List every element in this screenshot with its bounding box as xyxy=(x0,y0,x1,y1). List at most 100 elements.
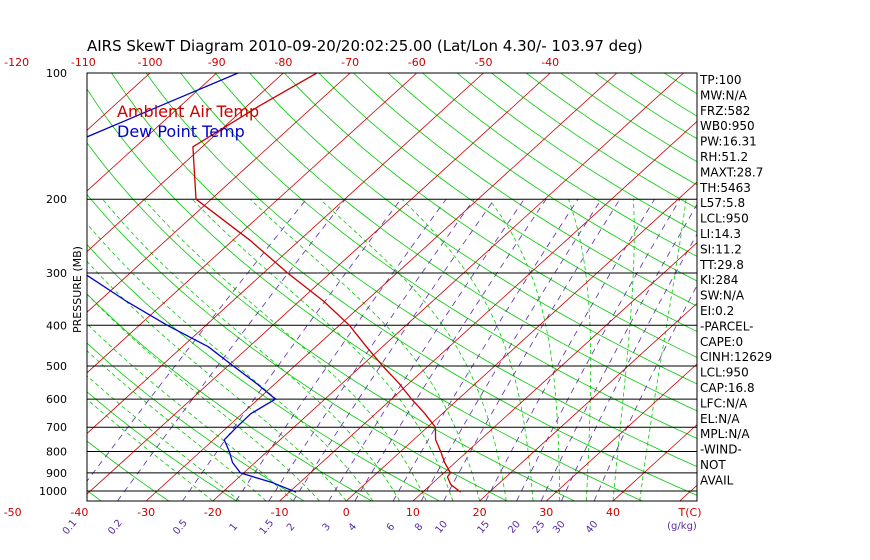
stat-item: SI:11.2 xyxy=(700,242,742,256)
pressure-tick-label: 600 xyxy=(46,393,67,406)
pressure-tick-label: 300 xyxy=(46,267,67,280)
moist-adiabat-line xyxy=(87,293,320,501)
dry-adiabat-line xyxy=(422,73,697,257)
mixing-ratio-tick-label: 40 xyxy=(584,519,601,536)
bottom-temperature-tick-label: 30 xyxy=(539,506,553,519)
isotherm-line xyxy=(0,73,17,501)
bottom-temperature-tick-label: -40 xyxy=(70,506,88,519)
moist-adiabat-line xyxy=(191,198,454,501)
mixing-ratio-unit-label: (g/kg) xyxy=(667,521,697,532)
top-temperature-tick-label: -50 xyxy=(475,56,493,69)
mixing-ratio-tick-label: 0.5 xyxy=(171,518,190,537)
stat-item: MPL:N/A xyxy=(700,427,750,441)
dry-adiabat-line xyxy=(284,73,697,358)
grid-layer xyxy=(0,73,697,501)
dry-adiabat-line xyxy=(456,73,697,233)
mixing-ratio-tick-label: 10 xyxy=(433,519,450,536)
dry-adiabat-line xyxy=(318,73,697,332)
mixing-ratio-tick-label: 25 xyxy=(531,519,548,536)
stat-item: AVAIL xyxy=(700,473,734,487)
isotherm-line xyxy=(87,73,217,192)
dry-adiabat-line xyxy=(145,73,697,468)
mixing-ratio-tick-label: 6 xyxy=(385,521,398,533)
stat-item: -PARCEL- xyxy=(700,319,754,333)
moist-adiabat-line xyxy=(319,198,507,501)
stat-item: LCL:950 xyxy=(700,212,749,226)
moist-adiabat-line xyxy=(639,199,687,501)
stat-item: SW:N/A xyxy=(700,289,745,303)
mixing-ratio-line xyxy=(540,203,697,501)
mixing-ratio-line xyxy=(354,198,547,501)
mixing-ratio-line xyxy=(235,198,447,501)
stat-item: TT:29.8 xyxy=(699,258,744,272)
stat-item: CINH:12629 xyxy=(700,350,772,364)
mixing-ratio-line xyxy=(268,198,475,501)
top-temperature-tick-label: -120 xyxy=(4,56,29,69)
temperature-unit-label: T(C) xyxy=(678,506,702,519)
isotherm-line xyxy=(145,73,618,501)
mixing-ratio-line xyxy=(593,284,697,501)
mixing-ratio-tick-label: 1.5 xyxy=(258,518,277,537)
stat-item: RH:51.2 xyxy=(700,150,748,164)
y-axis-label: PRESSURE (MB) xyxy=(71,246,84,333)
stat-item: TH:5463 xyxy=(699,181,751,195)
mixing-ratio-tick-label: 0.2 xyxy=(106,518,125,537)
stat-item: PW:16.31 xyxy=(700,135,757,149)
stat-item: TP:100 xyxy=(699,73,742,87)
moist-adiabat-line xyxy=(87,350,267,501)
pressure-lines xyxy=(87,198,697,492)
isotherm-line xyxy=(87,73,484,434)
dry-adiabat-line xyxy=(87,88,643,501)
isotherm-line xyxy=(87,73,284,253)
dry-adiabat-line xyxy=(87,489,102,501)
mixing-ratio-tick-label: 30 xyxy=(551,519,568,536)
stat-item: LCL:950 xyxy=(700,366,749,380)
stat-item: EI:0.2 xyxy=(700,304,734,318)
moist-adiabat-line xyxy=(612,199,635,501)
bottom-temperature-tick-label: -10 xyxy=(271,506,289,519)
legend-dew-point: Dew Point Temp xyxy=(117,122,245,141)
bottom-temperature-tick-label: 0 xyxy=(343,506,350,519)
mixing-ratio-line xyxy=(182,198,402,501)
legend-air-temp: Ambient Air Temp xyxy=(117,102,259,121)
isotherm-line xyxy=(212,73,684,501)
stat-item: KI:284 xyxy=(700,273,738,287)
bottom-temperature-tick-label: -30 xyxy=(137,506,155,519)
dry-adiabat-line xyxy=(0,73,34,501)
isotherm-line xyxy=(479,302,697,501)
dry-adiabat-line xyxy=(249,73,697,385)
top-temperature-tick-label: -110 xyxy=(71,56,96,69)
mixing-ratio-line xyxy=(516,198,681,501)
mixing-ratio-tick-label: 4 xyxy=(347,521,360,533)
dry-adiabat-line xyxy=(87,142,575,501)
bottom-temperature-tick-label: 10 xyxy=(406,506,420,519)
isotherm-line xyxy=(612,424,697,501)
moist-adiabat-line xyxy=(87,398,214,501)
moist-adiabat-line xyxy=(143,198,427,501)
pressure-tick-label: 800 xyxy=(46,446,67,459)
chart-title: AIRS SkewT Diagram 2010-09-20/20:02:25.0… xyxy=(87,37,643,55)
air-temp-line xyxy=(192,73,462,493)
dry-adiabat-line xyxy=(353,73,697,307)
top-temperature-tick-label: -40 xyxy=(541,56,559,69)
stat-item: NOT xyxy=(700,458,726,472)
pressure-tick-label: 700 xyxy=(46,421,67,434)
pressure-tick-label: 1000 xyxy=(39,485,67,498)
stat-item: EL:N/A xyxy=(700,412,740,426)
dry-adiabat-line xyxy=(214,73,697,412)
plot-frame xyxy=(86,72,698,502)
mixing-ratio-tick-label: 20 xyxy=(506,519,523,536)
dry-adiabat-line xyxy=(525,73,697,186)
mixing-ratio-line xyxy=(292,198,495,501)
moist-adiabat-line xyxy=(249,198,480,501)
pressure-tick-label: 200 xyxy=(46,193,67,206)
mixing-ratio-line xyxy=(87,198,307,482)
isotherm-line xyxy=(87,73,551,495)
mixing-ratio-tick-label: 1 xyxy=(228,521,241,533)
pressure-tick-label: 400 xyxy=(46,319,67,332)
mixing-ratio-line xyxy=(485,198,655,501)
pressure-tick-label: 100 xyxy=(46,67,67,80)
